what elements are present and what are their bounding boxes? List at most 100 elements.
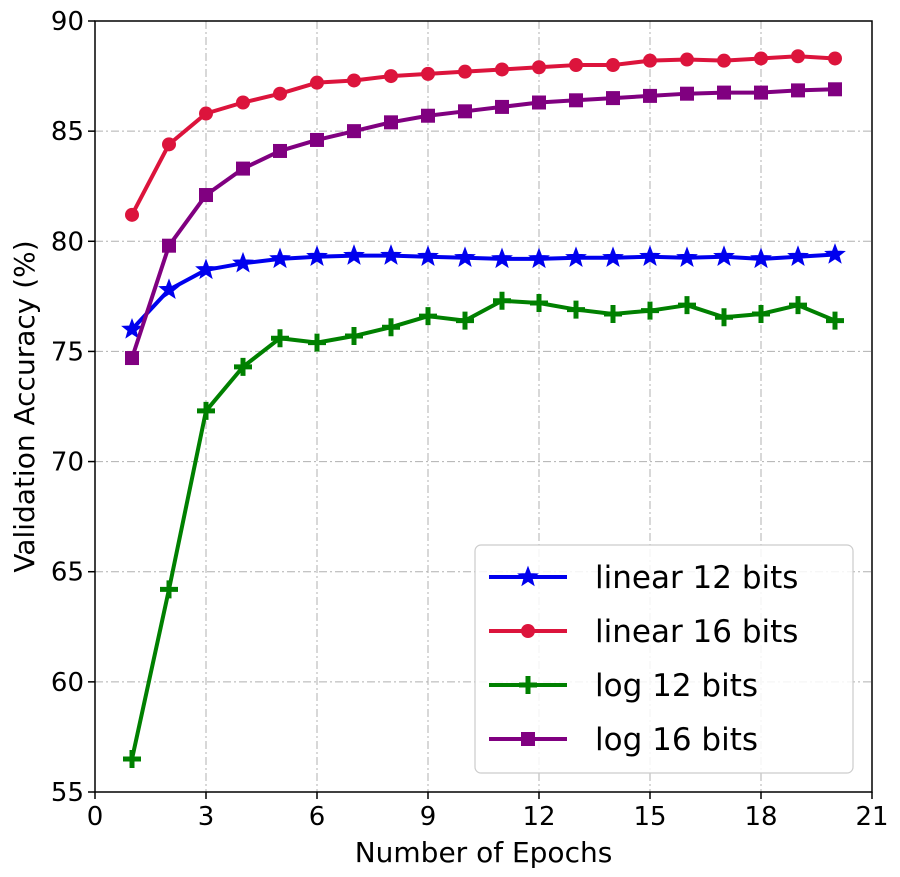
data-point [199,188,213,203]
legend-item: log 12 bits [489,668,758,704]
data-point [421,66,435,81]
y-tick-label: 70 [51,448,84,478]
data-point [791,83,805,98]
series-line [130,54,836,216]
data-point [826,311,844,330]
data-point [308,333,326,352]
data-point [565,246,587,268]
data-point [195,258,217,280]
legend-item: log 16 bits [489,722,758,758]
legend-box [474,544,854,774]
plot-frame [94,20,873,793]
legend-marker [519,676,537,694]
data-point [236,95,250,110]
y-tick-label: 85 [51,117,84,147]
legend: linear 12 bits linear 16 bits log 12 bits l… [474,544,854,774]
data-point [454,246,476,268]
y-tick-label: 80 [51,227,84,257]
data-point [789,296,807,315]
data-point [569,93,583,108]
data-point [306,245,328,266]
data-point [382,318,400,337]
data-point [567,300,585,319]
legend-marker [517,565,539,587]
data-point [343,244,365,265]
data-point [787,245,809,266]
y-tick-label: 60 [51,668,84,698]
x-tick-label: 12 [522,802,555,832]
data-point [643,53,657,68]
data-point [380,244,402,265]
data-point [680,86,694,101]
x-tick-label: 3 [198,802,215,832]
data-point [680,52,694,67]
data-point [347,124,361,139]
data-point [419,307,437,326]
data-point [269,247,291,269]
data-point [602,246,624,268]
x-tick-label: 21 [855,802,888,832]
legend-label: linear 16 bits [595,614,798,650]
data-point [458,104,472,119]
data-point [273,143,287,158]
data-point [754,51,768,66]
data-point [532,95,546,110]
data-point [824,243,846,264]
x-tick-label: 18 [744,802,777,832]
series-log-16-bits [125,82,842,366]
legend-label: linear 12 bits [595,560,798,596]
series-linear-16-bits [125,49,842,222]
x-tick-label: 0 [87,802,104,832]
data-point [532,60,546,75]
data-point [125,207,139,222]
data-point [458,64,472,79]
grid [94,20,873,793]
data-point [232,251,254,273]
data-point [123,749,141,768]
series-log-12-bits [123,291,844,768]
data-point [125,351,139,366]
data-point [345,327,363,346]
data-point [456,311,474,330]
data-point [791,49,805,64]
legend-label: log 12 bits [595,668,758,704]
legend-marker [521,624,535,638]
data-point [717,85,731,100]
legend-item: linear 12 bits [489,560,798,596]
data-point [121,317,143,339]
data-point [713,245,735,266]
data-point [678,296,696,315]
data-point [421,108,435,123]
data-point [715,308,733,327]
data-point [271,329,289,348]
data-point [417,245,439,266]
y-tick-label: 90 [51,7,84,37]
data-point [495,99,509,114]
axis-ticks: 0 3 6 9 12 15 18 21 55 60 65 70 75 80 85 90 [51,7,889,832]
data-point [236,161,250,176]
data-point [495,62,509,77]
data-point [717,53,731,68]
legend-item: linear 16 bits [489,614,798,650]
x-tick-label: 15 [633,802,666,832]
x-axis-title: Number of Epochs [355,836,613,869]
data-point [160,580,178,599]
data-point [643,88,657,103]
data-point [828,51,842,66]
data-point [384,115,398,130]
data-point [641,301,659,320]
y-tick-label: 65 [51,558,84,588]
data-point [606,58,620,73]
y-tick-label: 75 [51,337,84,367]
series-linear-12-bits [121,243,846,339]
data-point [752,304,770,323]
data-point [493,291,511,310]
data-point [639,245,661,266]
data-point [273,86,287,101]
data-point [347,73,361,88]
x-tick-label: 9 [420,802,437,832]
data-point [750,247,772,269]
data-point [754,85,768,100]
data-point [310,132,324,147]
data-point [828,82,842,97]
